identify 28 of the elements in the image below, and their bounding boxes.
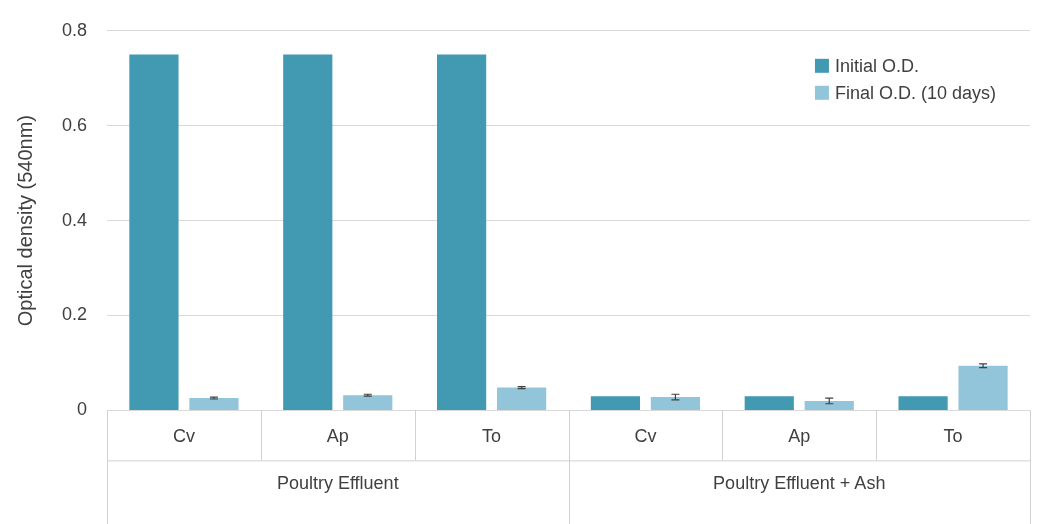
y-tick-label: 0 xyxy=(77,399,88,420)
x-tick-label: Ap xyxy=(788,426,811,447)
bar xyxy=(804,400,854,410)
text: Poultry Effluent + Ash xyxy=(713,473,886,494)
y-tick-label: 0.6 xyxy=(61,114,88,135)
x-tick-label: Ap xyxy=(326,426,349,447)
bar xyxy=(650,397,701,410)
y-tick-label: 0.2 xyxy=(61,304,88,325)
y-axis-title: Optical density (540nm) xyxy=(13,115,36,327)
text: Poultry Effluent xyxy=(276,473,399,494)
x-tick-label: Cv xyxy=(634,426,657,447)
x-tick-label: To xyxy=(943,426,963,447)
bar xyxy=(283,54,333,410)
legend-label: Final O.D. (10 days) xyxy=(834,82,997,103)
bar xyxy=(129,54,179,410)
bar xyxy=(744,396,794,410)
bar xyxy=(958,365,1008,410)
bar xyxy=(437,54,487,410)
bar xyxy=(189,398,239,410)
bar xyxy=(497,387,547,410)
legend-label: Initial O.D. xyxy=(834,55,919,76)
bar xyxy=(590,396,641,410)
x-tick-label: To xyxy=(482,426,502,447)
bar xyxy=(898,396,948,410)
y-tick-label: 0.4 xyxy=(61,209,88,230)
x-tick-label: Cv xyxy=(172,426,195,447)
y-tick-label: 0.8 xyxy=(61,19,88,40)
bar xyxy=(343,395,393,410)
